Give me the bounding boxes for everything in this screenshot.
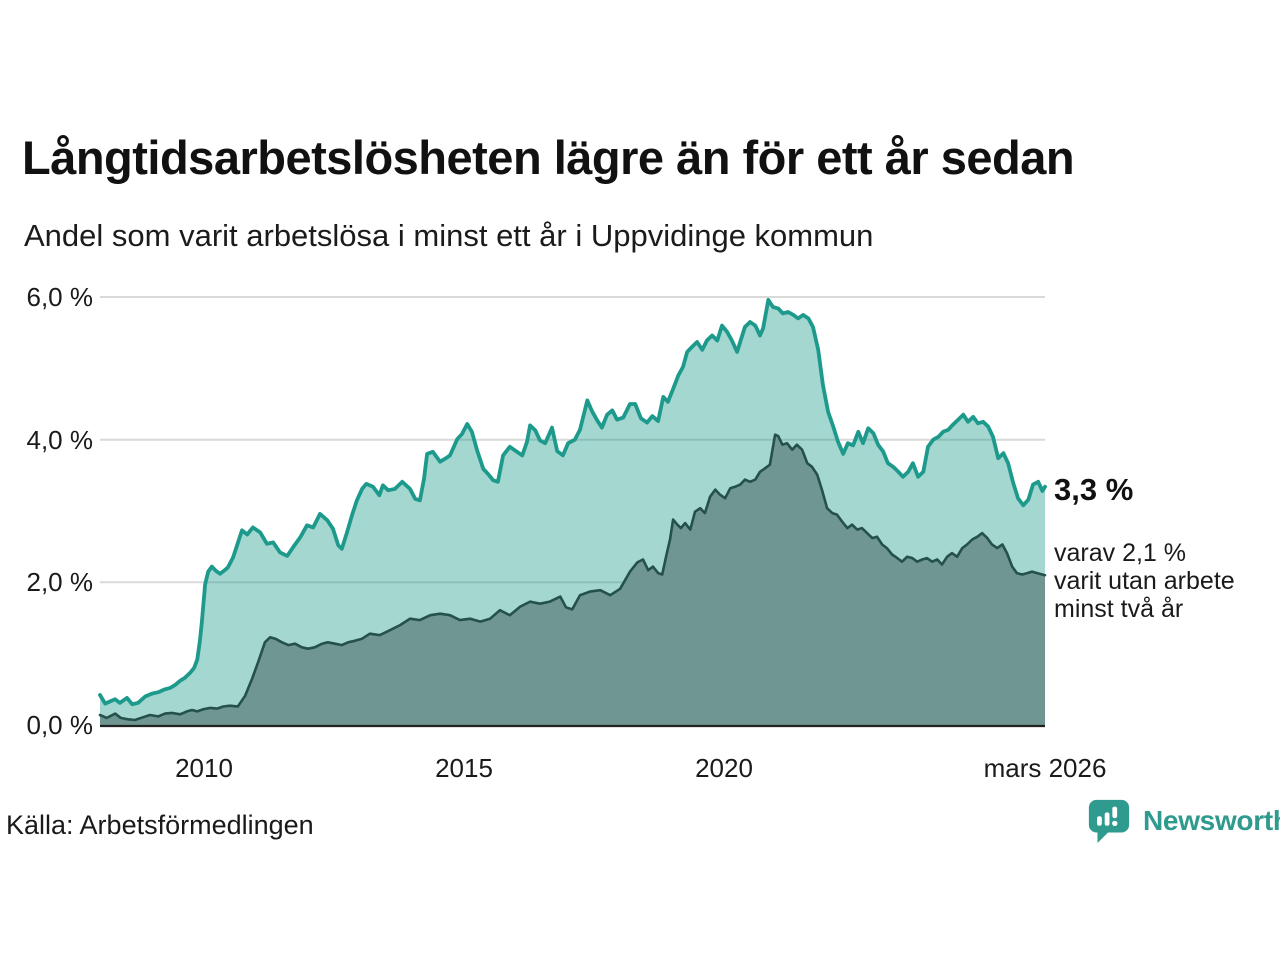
y-tick-label: 6,0 % (26, 282, 94, 312)
source-credit: Källa: Arbetsförmedlingen (6, 810, 314, 840)
y-tick-label: 4,0 % (26, 425, 94, 455)
latest-value-label: 3,3 % (1054, 472, 1134, 507)
x-tick-label: 2015 (435, 753, 493, 783)
y-tick-label: 2,0 % (26, 567, 94, 597)
area-unemployed-min-two-years (100, 434, 1045, 725)
latest-value-detail: varav 2,1 % varit utan arbete minst två … (1054, 539, 1235, 623)
page-subtitle: Andel som varit arbetslösa i minst ett å… (24, 218, 874, 253)
page-title: Långtidsarbetslösheten lägre än för ett … (22, 131, 1075, 184)
latest-value-detail-line: varav 2,1 % (1054, 539, 1187, 567)
y-tick-label: 0,0 % (26, 710, 94, 740)
brand-wordmark: Newsworthy (1143, 804, 1280, 836)
latest-value-detail-line: varit utan arbete (1054, 567, 1235, 595)
newsworthy-logo: Newsworthy (1086, 797, 1280, 844)
newsworthy-chart-bubble-icon (1088, 799, 1130, 844)
line-unemployed-min-two-years (98, 433, 1047, 722)
x-tick-label: 2010 (175, 753, 233, 783)
line-unemployed-min-one-year (98, 298, 1047, 707)
latest-value-detail-line: minst två år (1054, 595, 1184, 623)
x-tick-label: 2020 (695, 753, 753, 783)
x-tick-label: mars 2026 (983, 753, 1107, 783)
